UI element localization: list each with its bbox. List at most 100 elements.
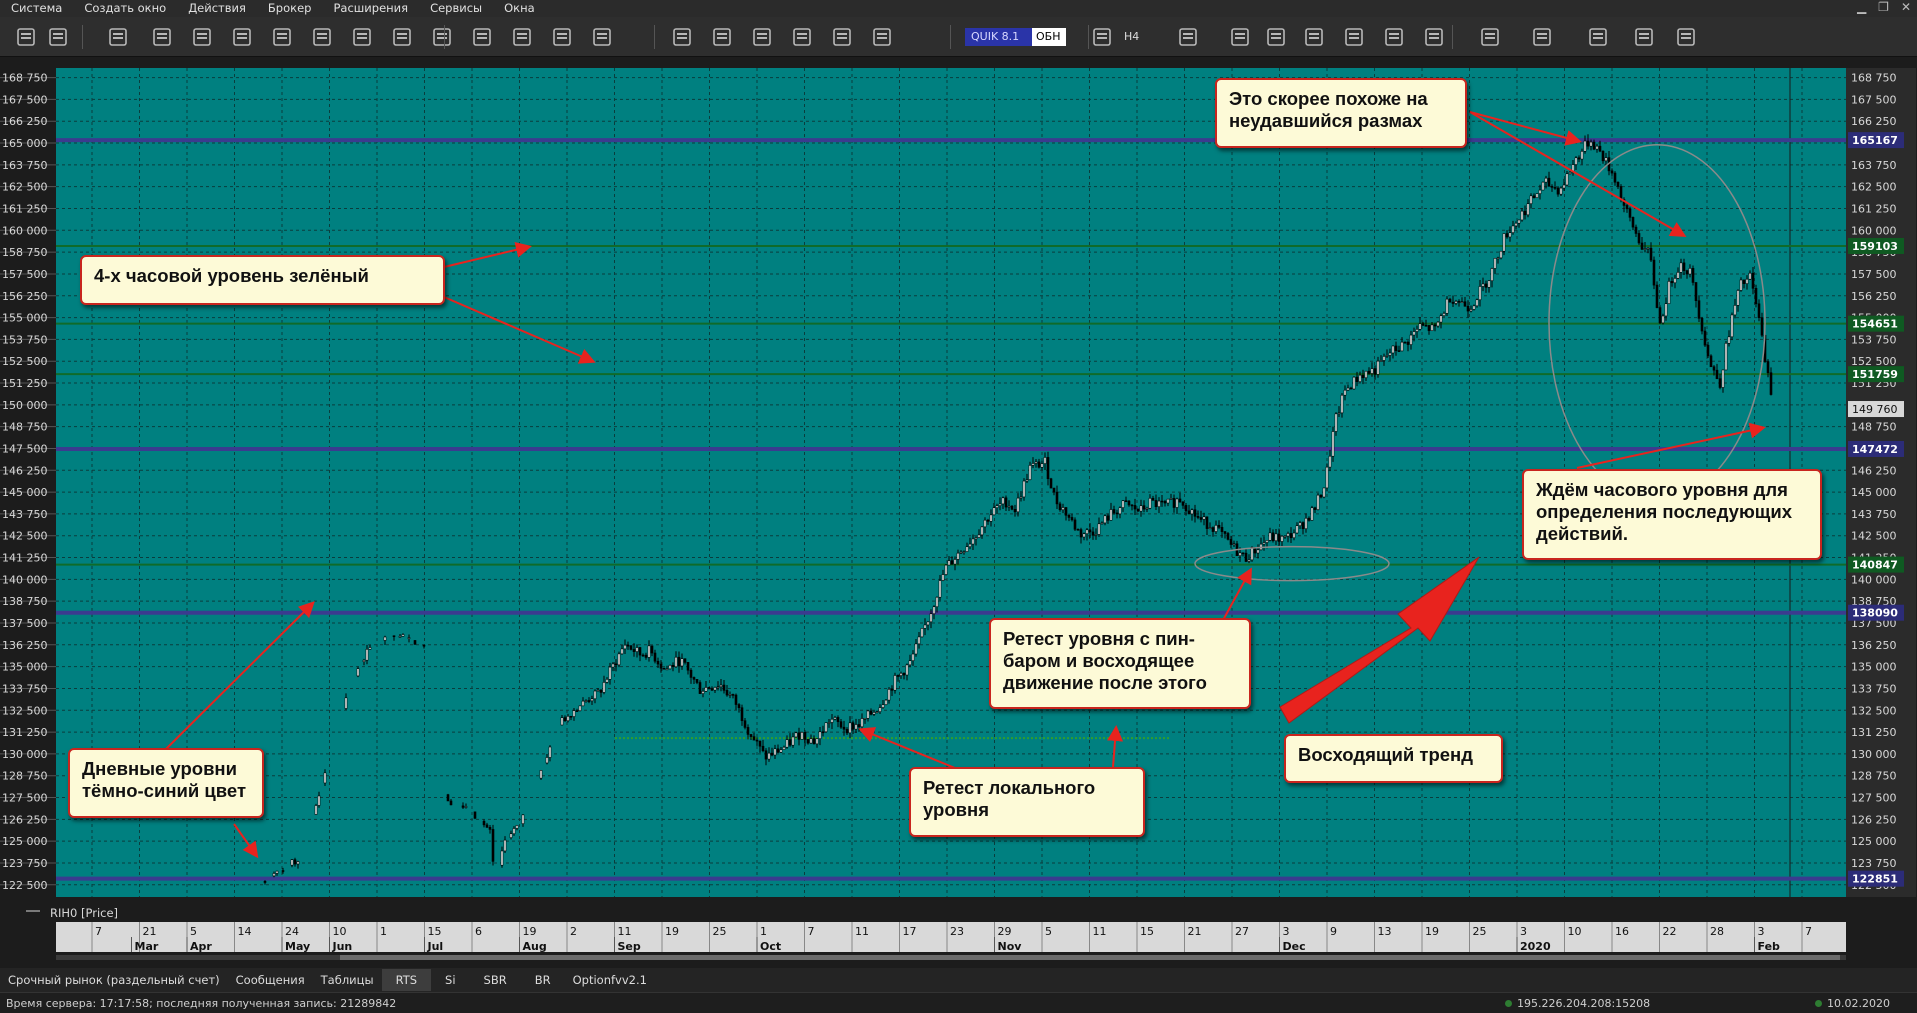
candle-body bbox=[1148, 497, 1152, 509]
candle-body bbox=[767, 752, 771, 760]
candle-body bbox=[1238, 552, 1242, 556]
settings-icon[interactable] bbox=[308, 23, 336, 50]
handshake-icon[interactable] bbox=[268, 23, 296, 50]
tab-optionfvv[interactable]: Optionfvv2.1 bbox=[572, 973, 647, 987]
annotation-arrow bbox=[165, 601, 315, 750]
price-tick-label-left: 146 250 bbox=[2, 464, 48, 477]
eraser-icon[interactable] bbox=[1672, 23, 1700, 50]
candle-body bbox=[1577, 157, 1581, 160]
quik-version-badge[interactable]: QUIK 8.1 bbox=[965, 28, 1032, 46]
price-tick-label-left: 123 750 bbox=[2, 857, 48, 870]
order-book-icon[interactable] bbox=[668, 23, 696, 50]
candle-body bbox=[662, 667, 666, 670]
window-icon[interactable] bbox=[188, 23, 216, 50]
candle-body bbox=[1109, 509, 1113, 521]
wrench-icon[interactable] bbox=[12, 23, 40, 50]
candle-body bbox=[1106, 515, 1110, 521]
candle-body bbox=[473, 811, 477, 819]
table-icon[interactable] bbox=[228, 23, 256, 50]
candle-body bbox=[1271, 532, 1275, 542]
candle-body bbox=[1592, 141, 1596, 150]
candle-body bbox=[1634, 226, 1638, 234]
zoom-out-icon[interactable] bbox=[1300, 23, 1328, 50]
menu-windows[interactable]: Окна bbox=[504, 1, 535, 15]
menu-broker[interactable]: Брокер bbox=[267, 1, 312, 15]
crosshair-icon[interactable] bbox=[1174, 23, 1202, 50]
hand-icon[interactable] bbox=[468, 23, 496, 50]
chart-scrollbar-thumb[interactable] bbox=[340, 955, 1840, 960]
candle-body bbox=[1118, 507, 1122, 515]
close-icon[interactable]: ✕ bbox=[1900, 0, 1911, 14]
minimize-icon[interactable]: ▁ bbox=[1856, 0, 1867, 14]
tab-derivatives[interactable]: Срочный рынок (раздельный счет) bbox=[8, 973, 220, 987]
tab-br[interactable]: BR bbox=[534, 973, 551, 987]
level-price-badge bbox=[1848, 604, 1904, 621]
candle-body bbox=[680, 658, 684, 667]
tab-rts[interactable]: RTS bbox=[381, 969, 432, 991]
add-chart-icon[interactable] bbox=[1088, 23, 1116, 50]
candle-body bbox=[1097, 523, 1101, 535]
price-tick-label-left: 155 000 bbox=[2, 312, 48, 325]
menu-services[interactable]: Сервисы bbox=[430, 1, 483, 15]
candle-body bbox=[1256, 549, 1260, 554]
menu-actions[interactable]: Действия bbox=[188, 1, 246, 15]
hand-icon[interactable] bbox=[428, 23, 456, 50]
timeframe-select[interactable]: H4 bbox=[1124, 30, 1140, 43]
candle-body bbox=[851, 722, 855, 730]
date-tick-label: 15 bbox=[1140, 925, 1154, 938]
menu-create-window[interactable]: Создать окно bbox=[84, 1, 167, 15]
tab-tables[interactable]: Таблицы bbox=[320, 973, 374, 987]
tab-messages[interactable]: Сообщения bbox=[235, 973, 305, 987]
hide-icon[interactable] bbox=[1630, 23, 1658, 50]
candle-body bbox=[509, 833, 513, 838]
candle-body bbox=[1463, 301, 1467, 307]
hand-cancel-icon[interactable] bbox=[508, 23, 536, 50]
target-icon[interactable] bbox=[1380, 23, 1408, 50]
line-tool-icon[interactable] bbox=[1476, 23, 1504, 50]
tab-si[interactable]: Si bbox=[445, 973, 456, 987]
candle-body bbox=[1355, 376, 1359, 382]
order-dollar-icon[interactable] bbox=[748, 23, 776, 50]
candle-body bbox=[356, 668, 360, 677]
refresh-icon[interactable] bbox=[348, 23, 376, 50]
menu-extensions[interactable]: Расширения bbox=[333, 1, 409, 15]
order-icon[interactable] bbox=[708, 23, 736, 50]
pan-hand-icon[interactable] bbox=[1420, 23, 1448, 50]
tab-sbr[interactable]: SBR bbox=[483, 973, 507, 987]
candle-body bbox=[689, 669, 693, 678]
candle-body bbox=[986, 519, 990, 522]
status-date-text: 10.02.2020 bbox=[1827, 997, 1890, 1010]
candle-body bbox=[800, 732, 804, 740]
disconnect-icon[interactable] bbox=[44, 23, 72, 50]
candle-body bbox=[1184, 505, 1188, 512]
zoom-in-icon[interactable] bbox=[1262, 23, 1290, 50]
restore-icon[interactable]: ❐ bbox=[1878, 0, 1889, 14]
new-table-icon[interactable] bbox=[104, 23, 132, 50]
candle-body bbox=[722, 684, 726, 691]
hand-dollar-icon[interactable] bbox=[588, 23, 616, 50]
candle-body bbox=[845, 728, 849, 734]
price-chart[interactable]: 168 750 168 750 167 500 167 500 166 250 166 2… bbox=[0, 57, 1917, 962]
ruler-icon[interactable] bbox=[1340, 23, 1368, 50]
obv-badge[interactable]: ОБН bbox=[1032, 28, 1066, 46]
indicator-icon[interactable] bbox=[1584, 23, 1612, 50]
month-label: Apr bbox=[190, 940, 212, 953]
fullscreen-icon[interactable] bbox=[1226, 23, 1254, 50]
candle-body bbox=[1643, 248, 1647, 250]
text-tool-icon[interactable] bbox=[1528, 23, 1556, 50]
month-label: Oct bbox=[760, 940, 781, 953]
candle-body bbox=[773, 748, 777, 756]
money-bag-icon[interactable] bbox=[868, 23, 896, 50]
candle-body bbox=[1100, 522, 1104, 525]
hand-icon[interactable] bbox=[548, 23, 576, 50]
menu-sistema[interactable]: Система bbox=[11, 1, 63, 15]
chart-icon[interactable] bbox=[148, 23, 176, 50]
alert-icon[interactable] bbox=[388, 23, 416, 50]
price-axis[interactable] bbox=[1846, 68, 1916, 897]
order-dollar-icon[interactable] bbox=[788, 23, 816, 50]
date-axis[interactable] bbox=[56, 922, 1846, 952]
level-price-label: 154651 bbox=[1852, 318, 1898, 331]
candle-body bbox=[734, 694, 738, 705]
briefcase-icon[interactable] bbox=[828, 23, 856, 50]
candle-body bbox=[1751, 272, 1755, 289]
